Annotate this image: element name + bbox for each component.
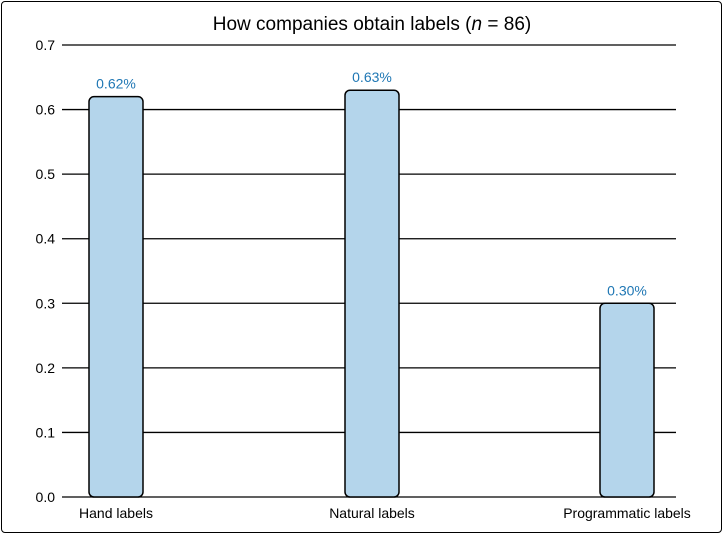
- y-tick-label: 0.4: [36, 231, 56, 247]
- category-labels: Hand labels Natural labels Programmatic la…: [79, 505, 691, 521]
- bar-data-label: 0.62%: [96, 76, 136, 92]
- bars: [88, 89, 655, 498]
- bar: [344, 89, 400, 498]
- y-tick-label: 0.1: [36, 424, 56, 440]
- bar: [88, 95, 144, 498]
- x-category-label: Natural labels: [329, 505, 415, 521]
- chart-title: How companies obtain labels (n = 86): [213, 14, 531, 35]
- y-tick-label: 0.0: [36, 489, 56, 505]
- bar-data-label: 0.30%: [607, 282, 647, 298]
- y-axis-tick-labels: 0.0 0.1 0.2 0.3 0.4 0.5 0.6 0.7: [36, 37, 56, 505]
- x-category-label: Programmatic labels: [563, 505, 691, 521]
- y-tick-label: 0.7: [36, 37, 56, 53]
- y-tick-label: 0.5: [36, 166, 56, 182]
- x-category-label: Hand labels: [79, 505, 153, 521]
- bar: [599, 302, 655, 498]
- bar-data-label: 0.63%: [352, 69, 392, 85]
- y-tick-label: 0.2: [36, 360, 56, 376]
- y-tick-label: 0.6: [36, 102, 56, 118]
- y-tick-label: 0.3: [36, 295, 56, 311]
- data-labels: 0.62% 0.63% 0.30%: [96, 69, 647, 298]
